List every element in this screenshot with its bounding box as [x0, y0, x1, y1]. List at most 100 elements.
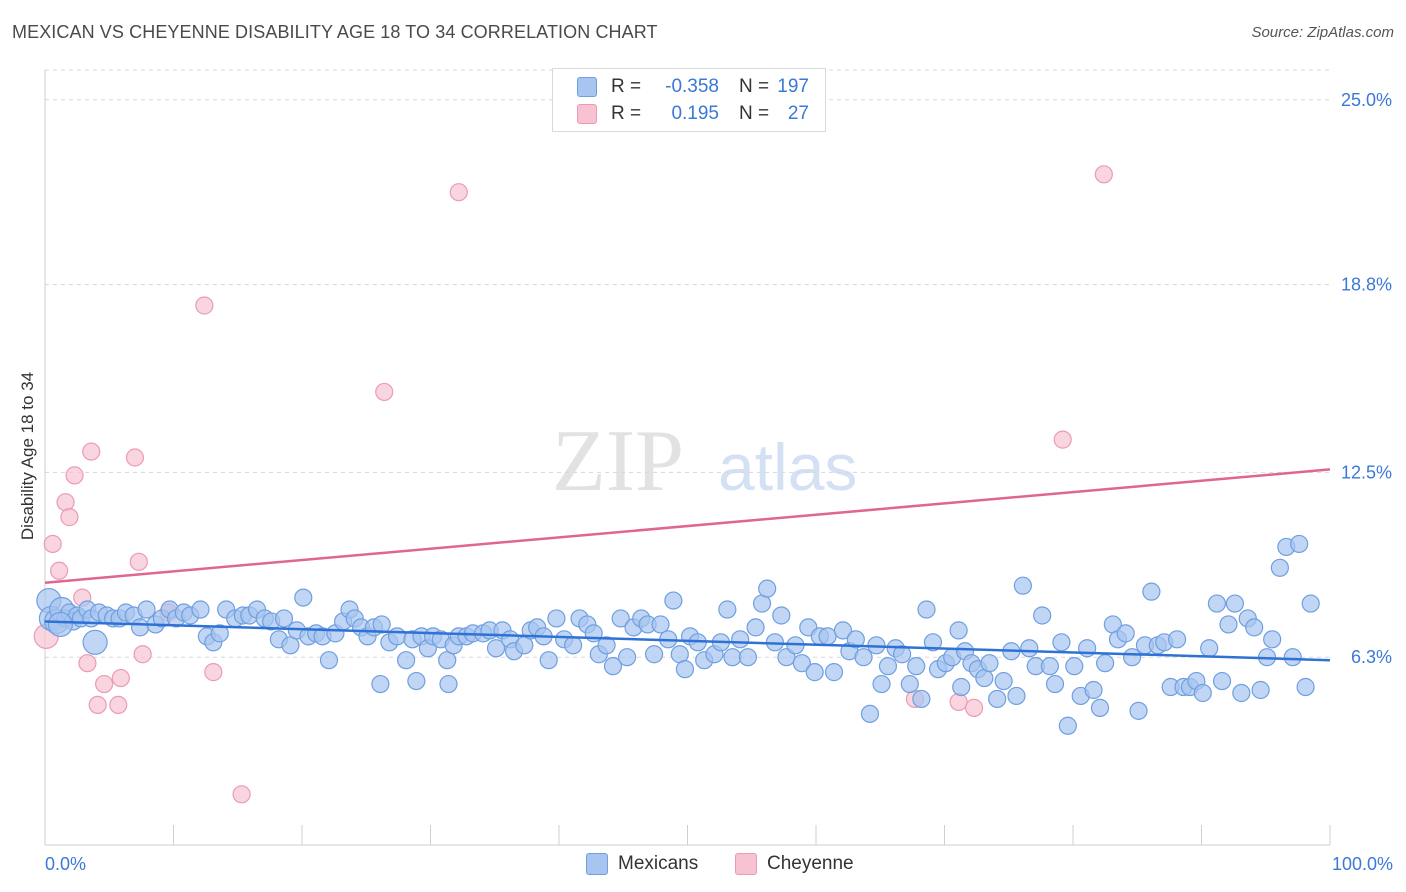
y-tick-label: 6.3% — [1351, 647, 1392, 667]
cheyenne-point — [232, 785, 251, 804]
x-tick-label: 0.0% — [45, 854, 86, 874]
mexicans-point — [1301, 594, 1320, 613]
mexicans-point — [1212, 671, 1232, 691]
mexicans-point — [846, 630, 865, 649]
mexicans-point — [1058, 716, 1077, 735]
cheyenne-point — [375, 382, 394, 402]
mexicans-point — [833, 621, 853, 640]
mexicans-point — [372, 615, 391, 634]
mexicans-point — [1045, 674, 1065, 694]
mexicans-point — [611, 609, 630, 628]
mexicans-point — [547, 609, 566, 628]
legend-item-mexicans: Mexicans — [586, 852, 698, 876]
mexicans-point — [210, 624, 229, 643]
mexicans-point — [952, 677, 971, 697]
watermark-zip: ZIP — [552, 413, 684, 510]
mexicans-point — [1007, 686, 1026, 706]
mexicans-point — [1193, 683, 1212, 703]
cheyenne-point — [43, 534, 62, 554]
mexicans-point — [82, 629, 108, 655]
cheyenne-point — [95, 674, 114, 694]
mexicans-point — [1065, 657, 1084, 676]
mexicans-point — [1296, 677, 1315, 697]
mexicans-point — [860, 704, 880, 723]
cheyenne-point — [82, 442, 101, 461]
mexicans-point — [274, 609, 294, 628]
mexicans-point — [731, 630, 750, 649]
cheyenne-point — [204, 663, 223, 682]
y-tick-label: 25.0% — [1341, 90, 1392, 110]
mexicans-point — [746, 618, 765, 637]
mexicans-point — [1052, 633, 1071, 652]
mexicans-point — [907, 657, 926, 676]
mexicans-point — [1167, 630, 1187, 649]
cheyenne-point — [109, 695, 128, 715]
cheyenne-trend-line — [44, 468, 1331, 584]
cheyenne-point — [78, 654, 97, 673]
source-label: Source: ZipAtlas.com — [1251, 24, 1394, 41]
cheyenne-point — [449, 183, 468, 202]
mexicans-point — [407, 671, 426, 691]
cheyenne-point — [195, 296, 214, 315]
mexicans-point — [539, 651, 558, 670]
mexicans-point — [1232, 683, 1251, 703]
mexicans-point — [1225, 594, 1245, 613]
mexicans-point — [1142, 582, 1161, 601]
cheyenne-point — [65, 466, 84, 485]
y-tick-label: 12.5% — [1341, 462, 1392, 482]
mexicans-point — [1116, 624, 1135, 643]
n-label: N = — [739, 76, 770, 97]
y-tick-labels: 6.3% 12.5% 18.8% 25.0% — [1341, 90, 1392, 667]
cheyenne-point — [964, 698, 984, 717]
mexicans-point — [824, 663, 844, 682]
mexicans-point — [818, 627, 837, 646]
cheyenne-point — [133, 645, 152, 664]
r-label: R = — [611, 76, 642, 97]
legend-label-mexicans: Mexicans — [618, 853, 699, 874]
mexicans-point — [723, 648, 742, 667]
mexicans-point — [1096, 654, 1115, 673]
mexicans-point — [1033, 606, 1052, 625]
cheyenne-point — [56, 493, 75, 512]
mexicans-point — [1200, 639, 1219, 658]
mexicans-point — [1013, 576, 1032, 595]
cheyenne-point — [1094, 165, 1113, 184]
r-label: R = — [611, 103, 642, 124]
mexicans-point — [564, 636, 583, 655]
mexicans-point — [758, 579, 777, 598]
mexicans-point — [130, 618, 150, 637]
x-tick-label: 100.0% — [1332, 854, 1393, 874]
mexicans-point — [1040, 657, 1059, 676]
mexicans-point — [805, 663, 824, 682]
mexicans-point — [1290, 534, 1309, 554]
mexicans-point — [872, 674, 891, 694]
mexicans-point — [1219, 615, 1238, 634]
mexicans-point — [718, 600, 737, 619]
mexicans-point — [878, 657, 898, 676]
mexicans-point — [371, 674, 390, 694]
trend-lines — [44, 468, 1331, 662]
mexicans-point — [1270, 558, 1289, 577]
mexicans-point — [675, 660, 695, 679]
chart-title: MEXICAN VS CHEYENNE DISABILITY AGE 18 TO… — [12, 22, 658, 42]
y-axis-title: Disability Age 18 to 34 — [18, 371, 37, 541]
mexicans-point — [738, 648, 757, 667]
mexicans-point — [651, 615, 670, 634]
r-value: -0.358 — [665, 76, 719, 97]
cheyenne-point — [129, 552, 148, 571]
legend-item-cheyenne: Cheyenne — [735, 852, 854, 876]
cheyenne-point — [125, 448, 145, 467]
watermark: ZIP atlas — [552, 413, 857, 510]
grid-lines — [45, 69, 1330, 658]
mexicans-point — [191, 600, 210, 619]
cheyenne-legend-swatch — [735, 853, 757, 875]
mexicans-point — [1084, 680, 1103, 700]
mexicans-point — [854, 648, 873, 667]
mexicans-point — [1129, 701, 1148, 720]
mexicans-point — [917, 600, 936, 619]
r-value: 0.195 — [671, 103, 719, 124]
mexicans-point — [387, 627, 407, 646]
mexicans-point — [1251, 680, 1270, 700]
mexicans-point — [644, 645, 664, 664]
mexicans-point — [1283, 648, 1302, 667]
